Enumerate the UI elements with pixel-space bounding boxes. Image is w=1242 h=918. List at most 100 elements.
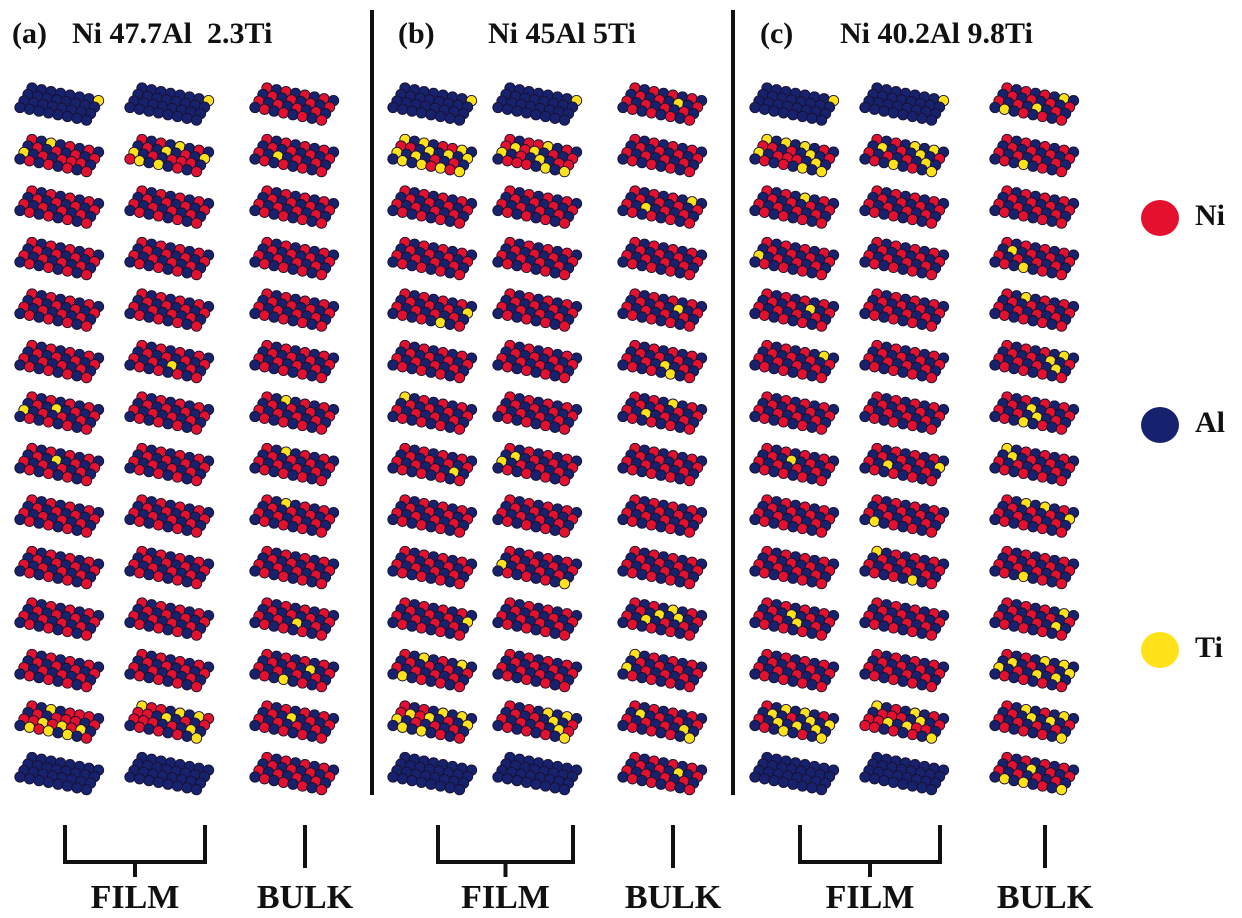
atom (907, 163, 917, 173)
atom (250, 566, 260, 576)
atom (250, 257, 260, 267)
figure: (a)Ni 47.7Al 2.3TiFILMBULK(b)Ni 45Al 5Ti… (0, 0, 1242, 918)
atom (759, 259, 769, 269)
atom (1056, 784, 1066, 794)
atom (797, 781, 807, 791)
atom (907, 111, 917, 121)
atom (397, 259, 407, 269)
atom (769, 363, 779, 373)
atom (788, 522, 798, 532)
atom (182, 165, 192, 175)
atom (53, 470, 63, 480)
atom (1056, 321, 1066, 331)
atom (1009, 724, 1019, 734)
atom (163, 264, 173, 274)
atom (416, 314, 426, 324)
atom (72, 165, 82, 175)
atom (898, 161, 908, 171)
atom (926, 784, 936, 794)
atom (269, 724, 279, 734)
atom (1018, 159, 1028, 169)
atom (646, 674, 656, 684)
atom (307, 319, 317, 329)
atom (153, 314, 163, 324)
atom (550, 371, 560, 381)
atom (646, 777, 656, 787)
atom (269, 415, 279, 425)
atom (888, 623, 898, 633)
atom (759, 722, 769, 732)
atom (926, 424, 936, 434)
atom (416, 417, 426, 427)
atom (646, 623, 656, 633)
atom (512, 518, 522, 528)
atom (259, 362, 269, 372)
atom (269, 569, 279, 579)
atom (917, 113, 927, 123)
atom (684, 424, 694, 434)
atom (24, 259, 34, 269)
atom (769, 621, 779, 631)
atom (53, 213, 63, 223)
atom (559, 166, 569, 176)
atom (278, 468, 288, 478)
atom (769, 466, 779, 476)
atom (816, 372, 826, 382)
atom (435, 678, 445, 688)
atom (627, 259, 637, 269)
atom (144, 775, 154, 785)
atom (531, 676, 541, 686)
atom (1056, 372, 1066, 382)
atom (879, 621, 889, 631)
atom (531, 728, 541, 738)
atom (407, 672, 417, 682)
atom (153, 262, 163, 272)
atom (788, 367, 798, 377)
atom-layer (125, 598, 214, 641)
atom (917, 525, 927, 535)
atom (125, 720, 135, 730)
atom-layer (860, 598, 949, 641)
atom (1056, 218, 1066, 228)
atom (788, 419, 798, 429)
atom (675, 216, 685, 226)
atom (153, 777, 163, 787)
atom-layer (618, 83, 707, 126)
atom (24, 516, 34, 526)
atom (62, 317, 72, 327)
atom-layer (493, 443, 582, 486)
atom (81, 733, 91, 743)
bulk-label: BULK (625, 879, 722, 916)
atom (750, 411, 760, 421)
atom (288, 625, 298, 635)
atom (72, 268, 82, 278)
atom (53, 419, 63, 429)
atom (316, 166, 326, 176)
atom (288, 470, 298, 480)
atom (125, 669, 135, 679)
atom (540, 317, 550, 327)
atom (750, 772, 760, 782)
atom (769, 672, 779, 682)
atom (512, 312, 522, 322)
atom (134, 516, 144, 526)
atom (550, 577, 560, 587)
atom (62, 420, 72, 430)
atom-layer (618, 598, 707, 641)
atom-layer (618, 237, 707, 279)
atom (531, 625, 541, 635)
atom-layer (250, 752, 339, 795)
atom (172, 781, 182, 791)
atom-layer (388, 701, 477, 744)
atom-layer (388, 289, 477, 332)
atom (656, 728, 666, 738)
atom (797, 472, 807, 482)
atom (34, 569, 44, 579)
atom (269, 106, 279, 116)
atom (388, 257, 398, 267)
atom (43, 211, 53, 221)
atom (788, 213, 798, 223)
atom (454, 424, 464, 434)
atom (816, 475, 826, 485)
atom (307, 525, 317, 535)
